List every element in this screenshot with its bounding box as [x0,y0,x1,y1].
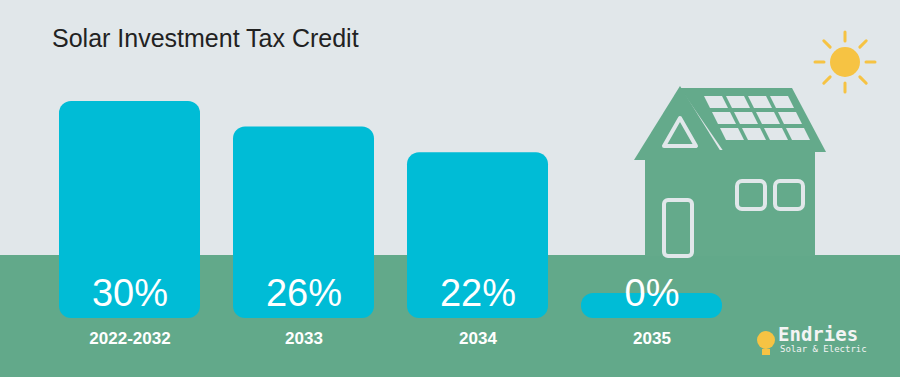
html-text:Solar Investment Tax Credit: Solar Investment Tax Credit [52,24,359,52]
html-text:Solar & Electric: Solar & Electric [780,344,867,354]
svg-text:30%: 30% [92,272,168,314]
svg-text:22%: 22% [440,272,516,314]
svg-text:0%: 0% [625,272,680,314]
html-text:Endries: Endries [778,323,859,345]
svg-text:2034: 2034 [459,329,497,348]
svg-text:2035: 2035 [633,329,671,348]
svg-text:2022-2032: 2022-2032 [89,329,170,348]
svg-text:2033: 2033 [285,329,323,348]
svg-text:26%: 26% [266,272,342,314]
